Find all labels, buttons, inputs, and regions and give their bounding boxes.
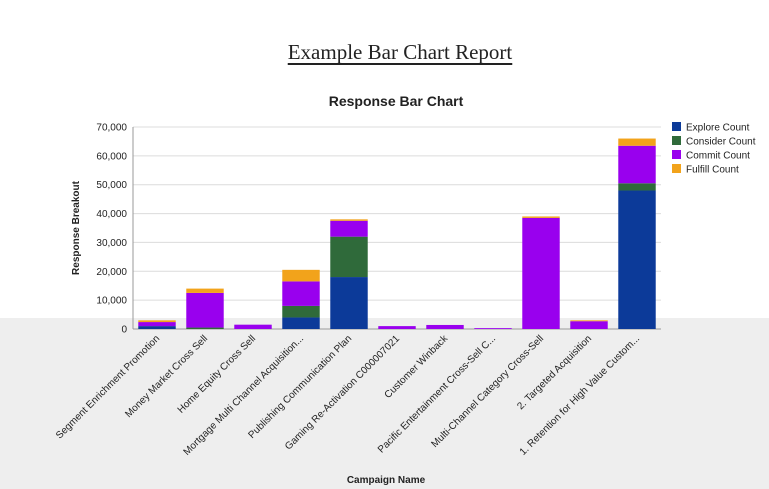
bar-segment bbox=[186, 292, 224, 328]
legend: Explore Count Consider Count Commit Count F… bbox=[672, 122, 756, 176]
legend-swatch bbox=[672, 136, 681, 145]
x-axis-label: Campaign Name bbox=[347, 475, 426, 486]
bar-segment bbox=[474, 328, 512, 329]
bar-segment bbox=[138, 322, 176, 327]
x-tick-label: Money Market Cross Sell bbox=[123, 333, 210, 420]
bar-segment bbox=[618, 145, 656, 184]
bar-segment bbox=[330, 236, 368, 278]
legend-swatch bbox=[672, 122, 681, 131]
bar-segment bbox=[186, 327, 224, 329]
bar-segment bbox=[234, 324, 272, 329]
bar-segment bbox=[282, 317, 320, 329]
bars bbox=[138, 138, 656, 329]
bar-segment bbox=[522, 216, 560, 218]
bar-segment bbox=[138, 326, 176, 329]
gridlines bbox=[132, 126, 661, 330]
bar-segment bbox=[330, 219, 368, 221]
legend-label: Fulfill Count bbox=[686, 165, 739, 176]
bar-segment bbox=[426, 324, 464, 329]
bar-segment bbox=[570, 320, 608, 322]
x-tick-label: Home Equity Cross Sell bbox=[176, 333, 258, 415]
y-tick-label: 60,000 bbox=[96, 151, 127, 162]
y-tick-label: 0 bbox=[121, 325, 127, 336]
y-tick-label: 20,000 bbox=[96, 267, 127, 278]
y-tick-label: 10,000 bbox=[96, 296, 127, 307]
bar-segment bbox=[618, 183, 656, 191]
bar-segment bbox=[618, 138, 656, 146]
bar-segment bbox=[282, 269, 320, 282]
bar-segment bbox=[138, 320, 176, 323]
bar-segment bbox=[282, 305, 320, 318]
report-title: Example Bar Chart Report bbox=[287, 40, 513, 64]
bar-segment bbox=[618, 190, 656, 329]
bar-segment bbox=[186, 288, 224, 293]
legend-swatch bbox=[672, 164, 681, 173]
y-tick-label: 70,000 bbox=[96, 123, 127, 134]
legend-label: Consider Count bbox=[686, 137, 756, 148]
bar-segment bbox=[330, 220, 368, 237]
x-tick-label: Segment Enrichment Promotion bbox=[54, 333, 162, 441]
y-axis-label: Response Breakout bbox=[71, 180, 82, 275]
background-band bbox=[0, 318, 769, 489]
legend-label: Explore Count bbox=[686, 123, 750, 134]
y-tick-labels: 0 10,000 20,000 30,000 40,000 50,000 60,000 70,… bbox=[96, 123, 127, 336]
y-tick-label: 40,000 bbox=[96, 209, 127, 220]
x-tick-label: Publishing Communication Plan bbox=[247, 333, 355, 441]
y-tick-label: 50,000 bbox=[96, 180, 127, 191]
bar-segment bbox=[282, 281, 320, 306]
y-tick-label: 30,000 bbox=[96, 238, 127, 249]
bar-segment bbox=[378, 326, 416, 329]
legend-swatch bbox=[672, 150, 681, 159]
bar-segment bbox=[570, 321, 608, 329]
bar-segment bbox=[330, 277, 368, 329]
legend-label: Commit Count bbox=[686, 151, 750, 162]
bar-segment bbox=[522, 217, 560, 329]
chart-title: Response Bar Chart bbox=[329, 93, 464, 109]
